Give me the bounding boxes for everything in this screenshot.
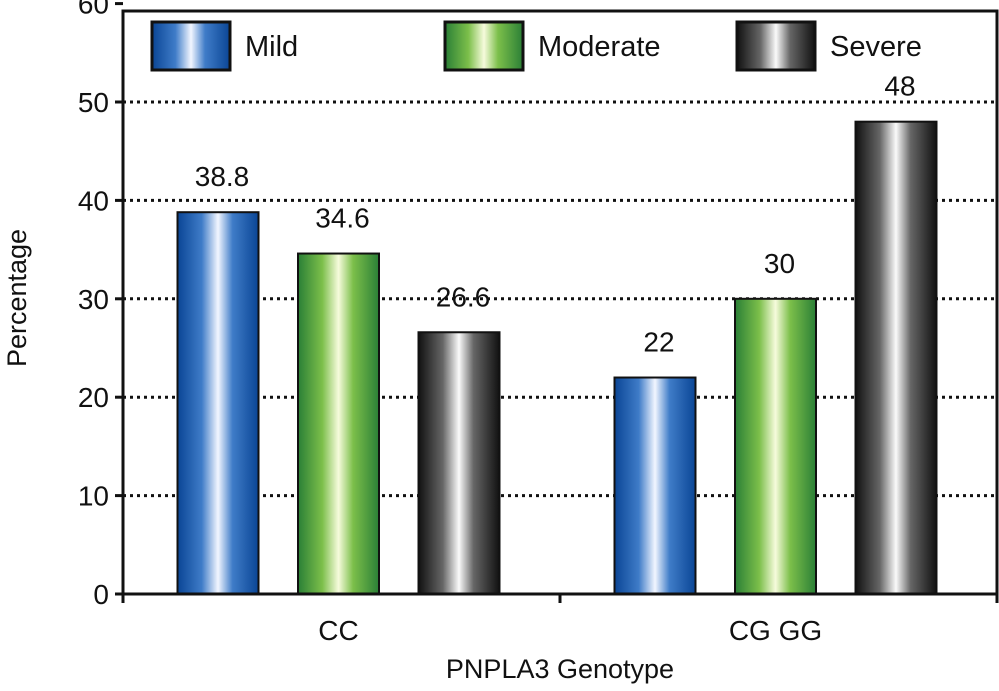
y-tick-label: 40 bbox=[78, 185, 109, 216]
y-tick-label: 30 bbox=[78, 284, 109, 315]
bar-moderate-cg-gg bbox=[734, 297, 817, 595]
legend-label-moderate: Moderate bbox=[538, 31, 661, 63]
x-axis-label: PNPLA3 Genotype bbox=[446, 654, 674, 684]
y-tick-label: 0 bbox=[93, 579, 109, 610]
x-tick-label: CC bbox=[318, 615, 358, 646]
bar-severe-cc bbox=[417, 331, 501, 595]
legend-swatch-mild bbox=[150, 20, 232, 72]
legend-swatch-moderate bbox=[443, 20, 525, 72]
y-tick-label: 20 bbox=[78, 382, 109, 413]
data-label: 30 bbox=[764, 248, 795, 279]
y-tick-label: 50 bbox=[78, 87, 109, 118]
bar-mild-cc bbox=[176, 211, 260, 595]
data-label: 26.6 bbox=[436, 281, 491, 312]
data-label: 38.8 bbox=[195, 161, 250, 192]
y-tick-label: 10 bbox=[78, 481, 109, 512]
x-tick-label: CG GG bbox=[729, 615, 822, 646]
bar-moderate-cc bbox=[297, 252, 380, 595]
legend-swatch-severe bbox=[735, 20, 817, 72]
y-tick-label: 60 bbox=[78, 0, 109, 20]
bar-severe-cg-gg bbox=[854, 120, 938, 596]
y-axis-label: Percentage bbox=[2, 229, 32, 367]
legend-label-mild: Mild bbox=[245, 31, 298, 63]
data-label: 34.6 bbox=[315, 203, 370, 234]
data-label: 48 bbox=[884, 71, 915, 102]
bar-mild-cg-gg bbox=[613, 376, 697, 595]
legend-label-severe: Severe bbox=[830, 31, 922, 63]
data-label: 22 bbox=[643, 327, 674, 358]
